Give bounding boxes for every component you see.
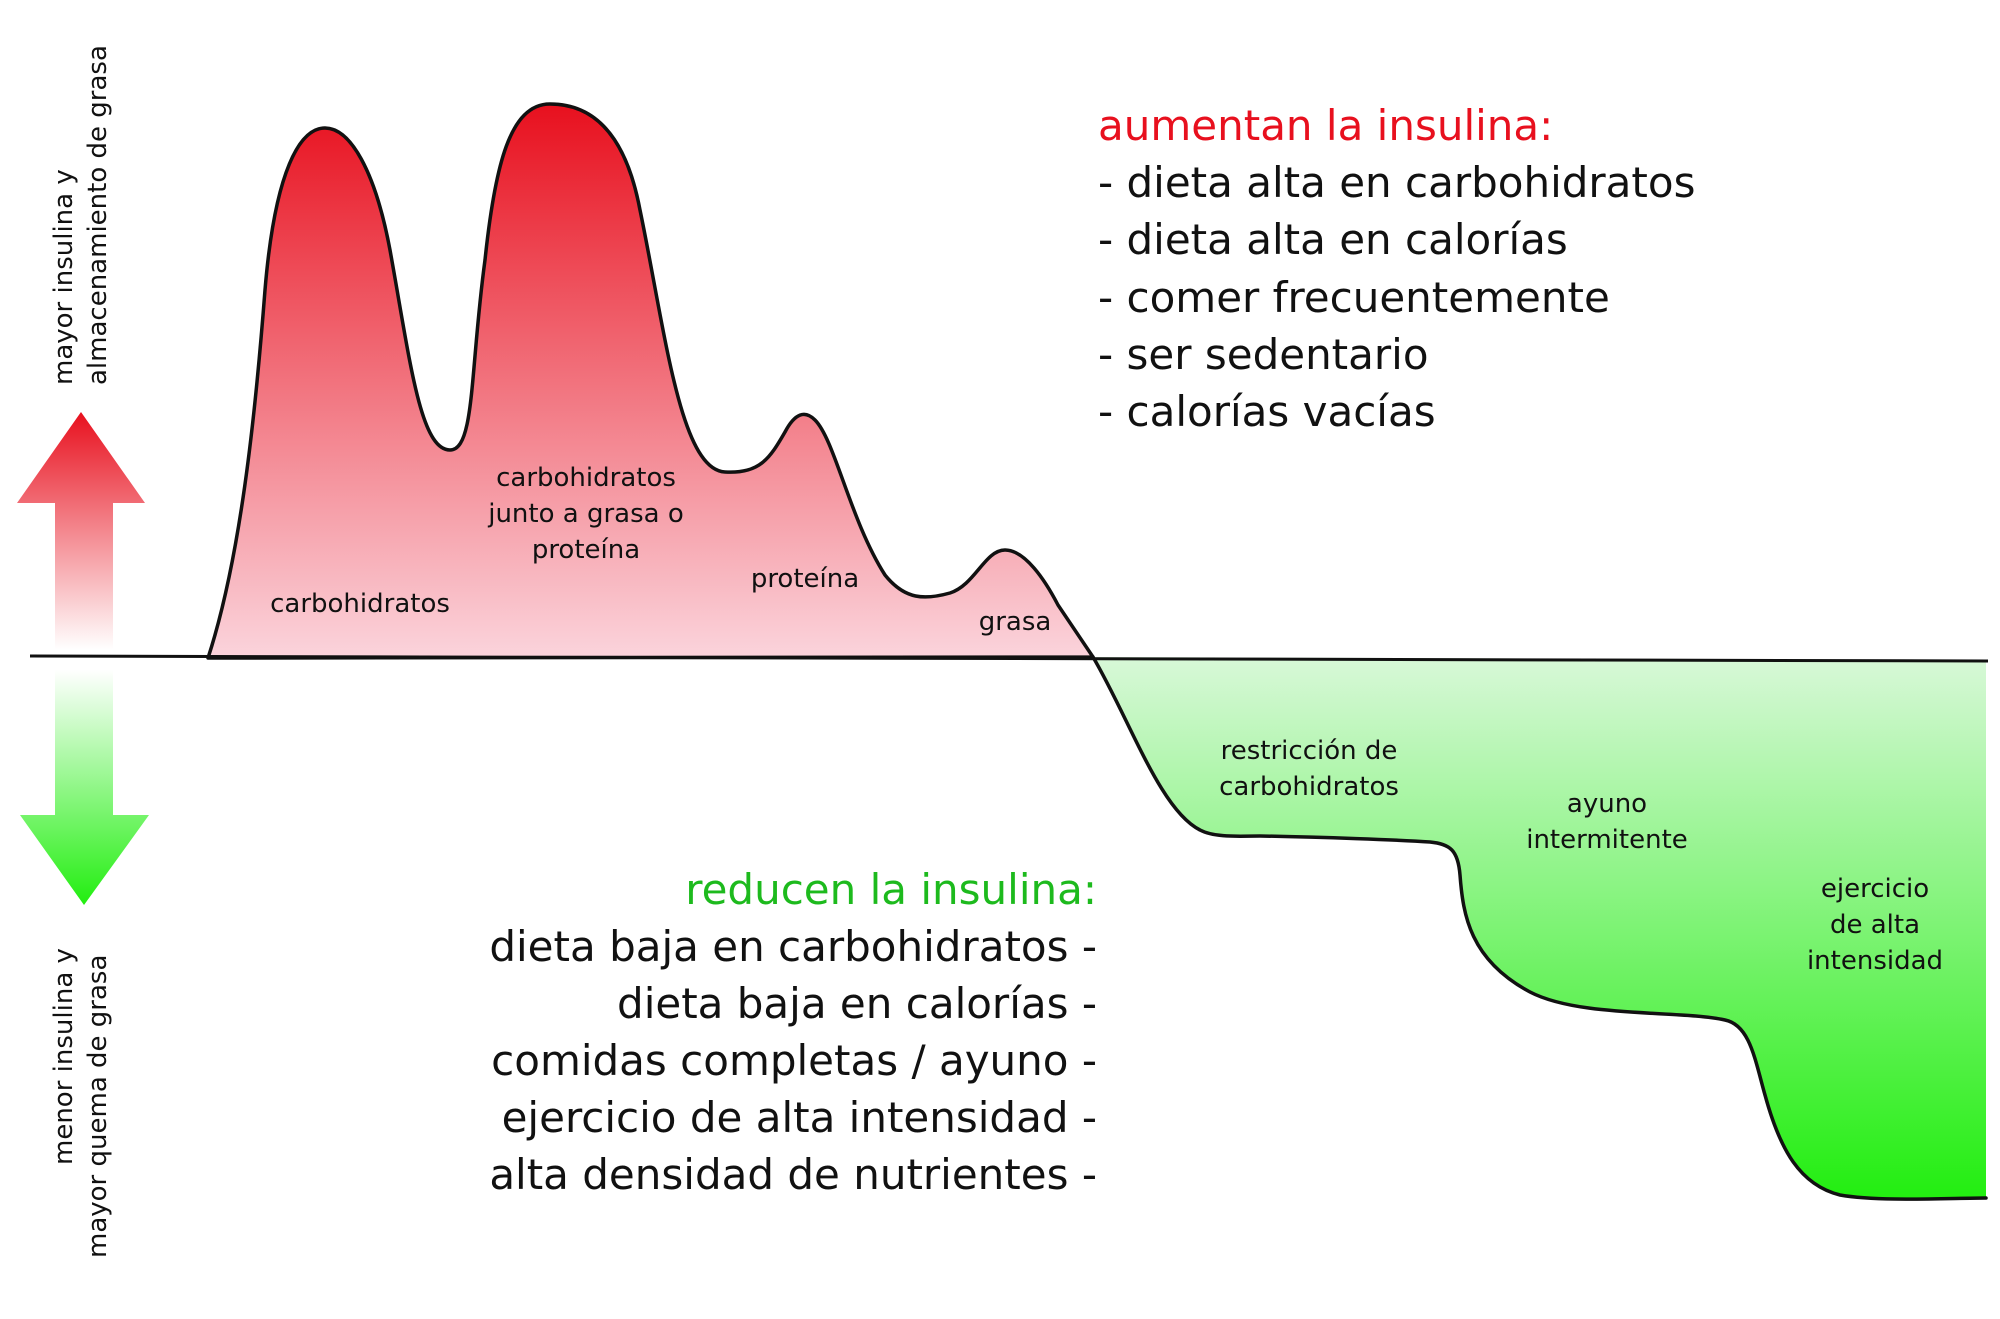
axis-down-label-line1: menor insulina y: [49, 948, 79, 1165]
label-protein: proteína: [751, 564, 859, 594]
label-exercise-line1: ejercicio: [1821, 874, 1929, 904]
direction-arrows: [17, 412, 149, 905]
label-mixed-line2: junto a grasa o: [487, 499, 684, 529]
increase-item-5: - calorías vacías: [1098, 387, 1436, 436]
label-fasting-line2: intermitente: [1526, 825, 1688, 855]
increase-item-4: - ser sedentario: [1098, 330, 1429, 379]
decrease-factors-list: reducen la insulina: dieta baja en carbo…: [489, 865, 1097, 1199]
down-arrow-icon: [20, 670, 149, 905]
axis-down-label-line2: mayor quema de grasa: [83, 955, 113, 1258]
increase-factors-list: aumentan la insulina: - dieta alta en ca…: [1098, 101, 1695, 436]
decrease-item-4: ejercicio de alta intensidad -: [502, 1093, 1097, 1142]
label-mixed-line1: carbohidratos: [496, 463, 676, 493]
decrease-list-title: reducen la insulina:: [685, 865, 1097, 914]
baseline-axis: [29, 654, 1989, 663]
label-carbs: carbohidratos: [270, 589, 450, 619]
label-mixed-line3: proteína: [532, 535, 640, 565]
increase-item-3: - comer frecuentemente: [1098, 273, 1610, 322]
curve-labels: carbohidratos carbohidratos junto a gras…: [270, 463, 1943, 976]
label-exercise-line2: de alta: [1830, 910, 1920, 940]
decrease-item-1: dieta baja en carbohidratos -: [489, 922, 1097, 971]
label-fat: grasa: [979, 607, 1052, 637]
y-axis-labels: mayor insulina y almacenamiento de grasa…: [49, 45, 113, 1258]
axis-up-label-line1: mayor insulina y: [49, 169, 79, 385]
label-restriction-line1: restricción de: [1221, 736, 1398, 766]
label-exercise-line3: intensidad: [1807, 946, 1943, 976]
increase-item-1: - dieta alta en carbohidratos: [1098, 158, 1695, 207]
increase-list-title: aumentan la insulina:: [1098, 101, 1553, 150]
decrease-item-3: comidas completas / ayuno -: [491, 1036, 1097, 1085]
insulin-decrease-area: [1093, 657, 1986, 1200]
increase-item-2: - dieta alta en calorías: [1098, 215, 1568, 264]
decrease-item-2: dieta baja en calorías -: [617, 979, 1097, 1028]
insulin-increase-area: [206, 102, 1095, 660]
decrease-item-5: alta densidad de nutrientes -: [489, 1150, 1097, 1199]
label-restriction-line2: carbohidratos: [1219, 772, 1399, 802]
axis-up-label-line2: almacenamiento de grasa: [83, 45, 113, 385]
insulin-decrease-curve: [1091, 655, 1988, 1201]
label-fasting-line1: ayuno: [1567, 789, 1647, 819]
up-arrow-icon: [17, 412, 145, 650]
